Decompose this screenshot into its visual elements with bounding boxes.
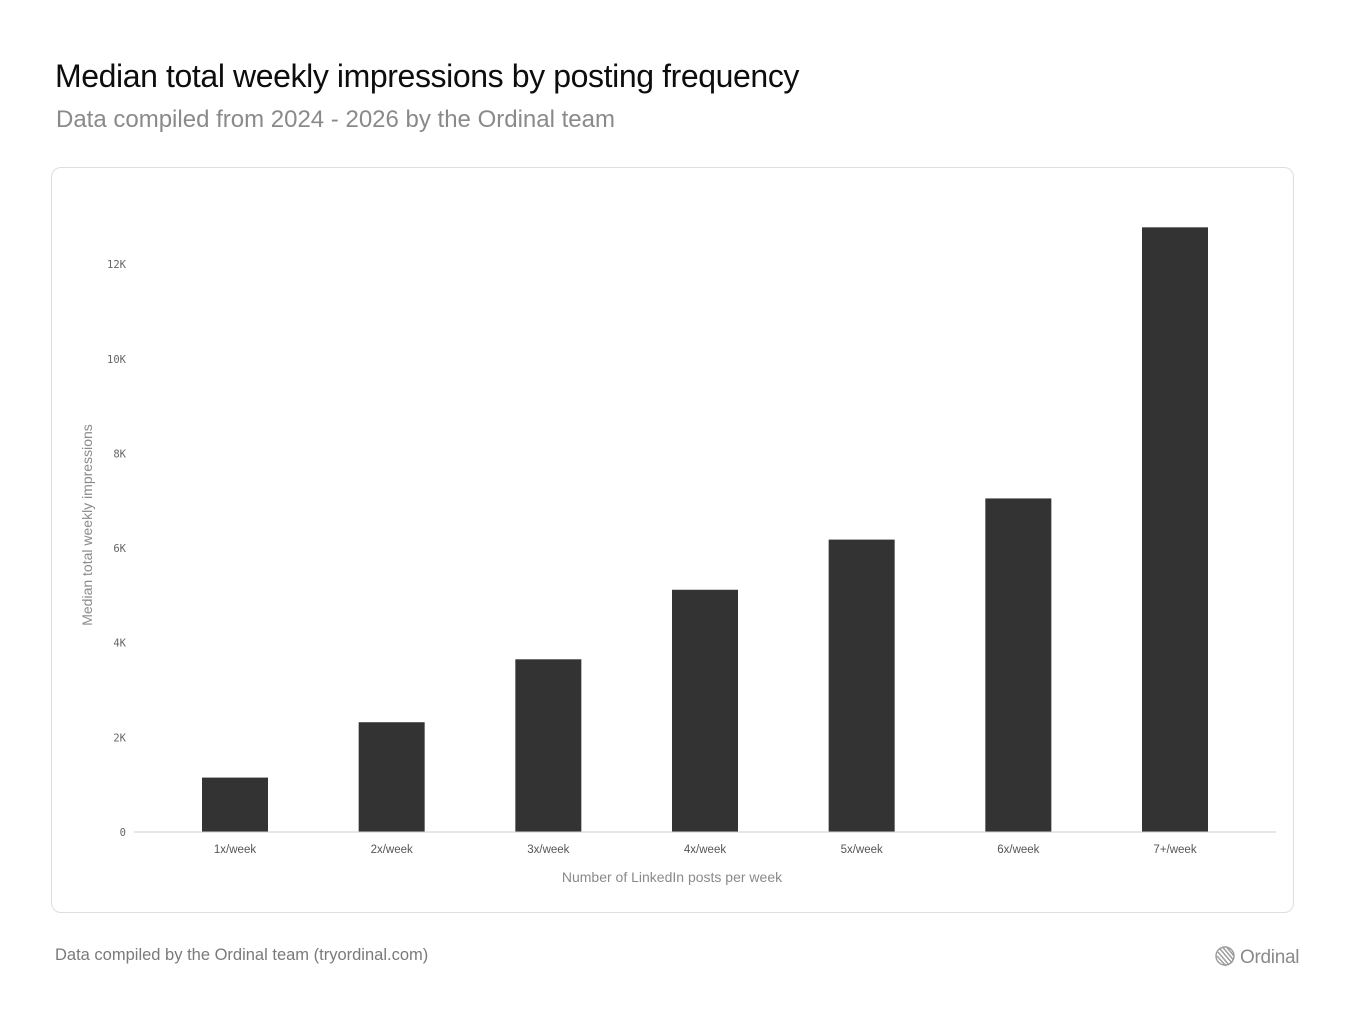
ordinal-logo-icon <box>1214 945 1236 972</box>
chart-title: Median total weekly impressions by posti… <box>55 58 800 94</box>
bar-5x-week <box>828 539 895 832</box>
bars <box>202 227 1208 832</box>
chart-subtitle: Data compiled from 2024 - 2026 by the Or… <box>56 106 615 133</box>
x-tick-label: 3x/week <box>527 844 569 856</box>
brand-name: Ordinal <box>1240 947 1300 968</box>
chart-card: 0 2K 4K 6K 8K 10K 12K 1x/week 2x/week 3x/week 4x/… <box>51 167 1294 913</box>
footer-credit: Data compiled by the Ordinal team (tryor… <box>55 946 429 964</box>
bar-3x-week <box>515 659 582 832</box>
y-tick-label: 12K <box>107 259 127 271</box>
y-axis-title: Median total weekly impressions <box>79 424 95 626</box>
bar-7-week <box>1142 227 1208 832</box>
y-tick-label: 6K <box>113 543 126 555</box>
x-tick-label: 5x/week <box>841 844 883 856</box>
y-tick-label: 10K <box>107 354 127 366</box>
x-tick-label: 4x/week <box>684 844 726 856</box>
bar-6x-week <box>985 498 1052 832</box>
bar-chart: 0 2K 4K 6K 8K 10K 12K 1x/week 2x/week 3x/week 4x/… <box>79 227 1276 885</box>
x-axis-title: Number of LinkedIn posts per week <box>562 869 783 885</box>
y-tick-label: 4K <box>113 638 126 650</box>
bar-1x-week <box>202 777 268 832</box>
brand-logo: Ordinal <box>1214 945 1299 971</box>
y-tick-label: 2K <box>113 732 126 744</box>
y-tick-label: 8K <box>113 448 126 460</box>
x-tick-label: 6x/week <box>997 844 1039 856</box>
x-tick-label: 2x/week <box>371 844 413 856</box>
y-tick-label: 0 <box>120 827 126 839</box>
bar-4x-week <box>672 589 738 832</box>
x-axis-labels: 1x/week 2x/week 3x/week 4x/week 5x/week 6x/we… <box>214 844 1197 856</box>
y-axis-ticks: 0 2K 4K 6K 8K 10K 12K <box>107 259 127 839</box>
bar-2x-week <box>358 722 425 832</box>
x-tick-label: 7+/week <box>1153 844 1196 856</box>
x-tick-label: 1x/week <box>214 844 256 856</box>
